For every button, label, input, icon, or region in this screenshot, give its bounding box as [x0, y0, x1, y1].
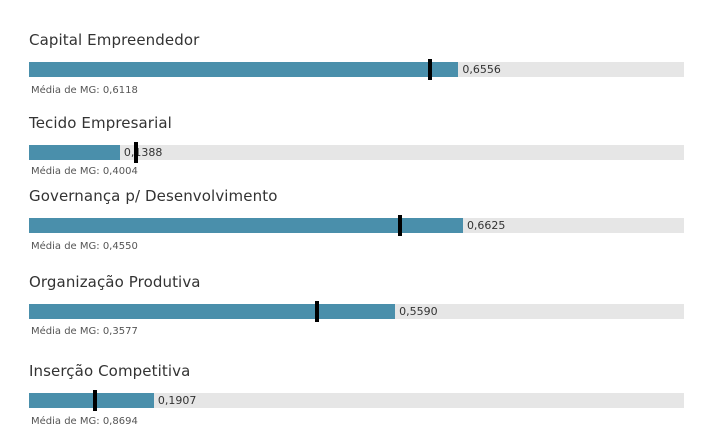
reference-marker [427, 59, 432, 80]
reference-label: Média de MG: 0,4550 [31, 241, 138, 252]
category-title: Governança p/ Desenvolvimento [29, 187, 278, 205]
value-bar[interactable] [29, 304, 396, 319]
value-label: 0,5590 [399, 305, 438, 318]
category-title: Organização Produtiva [29, 273, 201, 291]
reference-label: Média de MG: 0,8694 [31, 416, 138, 427]
value-label: 0,1907 [157, 394, 197, 407]
reference-label: Média de MG: 0,6118 [31, 85, 138, 96]
bar-track: 0,1388 [29, 142, 684, 163]
bar-track: 0,6556 [29, 59, 684, 80]
value-bar[interactable] [29, 218, 463, 233]
value-bar[interactable] [29, 62, 459, 77]
category-title: Inserção Competitiva [29, 362, 191, 380]
value-label: 0,6625 [466, 219, 506, 232]
value-bar[interactable] [29, 393, 154, 408]
category-title: Capital Empreendedor [29, 31, 200, 49]
reference-label: Média de MG: 0,4004 [31, 166, 138, 177]
reference-marker [134, 142, 139, 163]
value-label: 0,1388 [123, 146, 163, 159]
bar-track: 0,6625 [29, 215, 684, 236]
value-bar[interactable] [29, 145, 120, 160]
bar-track: 0,1907 [29, 390, 684, 411]
reference-label: Média de MG: 0,3577 [31, 326, 138, 337]
bar-track: 0,5590 [29, 301, 684, 322]
category-title: Tecido Empresarial [29, 114, 172, 132]
reference-marker [314, 301, 319, 322]
reference-marker [93, 390, 98, 411]
reference-marker [397, 215, 402, 236]
value-label: 0,6556 [462, 63, 501, 76]
